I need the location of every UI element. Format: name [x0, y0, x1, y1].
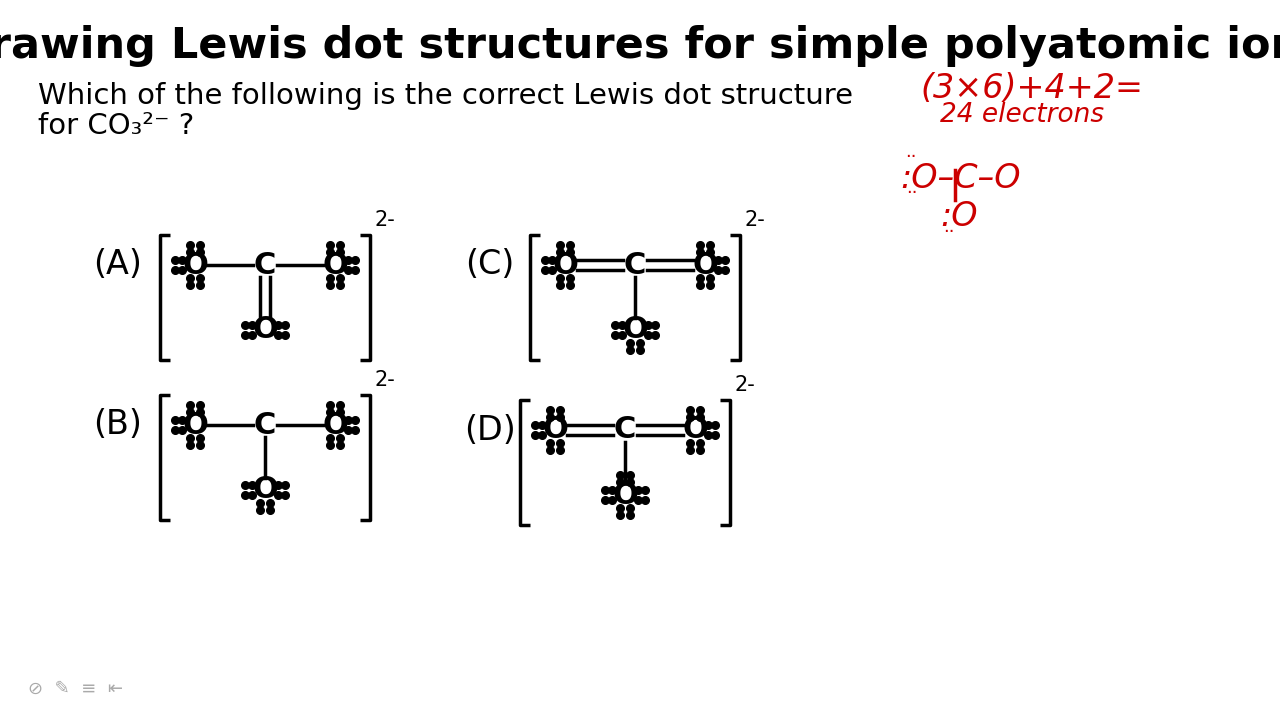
- Text: :O: :O: [940, 200, 978, 233]
- Text: O: O: [252, 475, 278, 505]
- Text: O: O: [541, 415, 568, 444]
- Text: (D): (D): [465, 413, 516, 446]
- Text: :O–C–O: :O–C–O: [900, 162, 1020, 195]
- Text: ⊘  ✎  ≡  ⇤: ⊘ ✎ ≡ ⇤: [28, 680, 123, 698]
- Text: 2-: 2-: [733, 375, 755, 395]
- Text: O: O: [622, 315, 648, 344]
- Text: 24 electrons: 24 electrons: [940, 102, 1105, 128]
- Text: O: O: [182, 251, 207, 279]
- Text: C: C: [253, 251, 276, 279]
- Text: O: O: [692, 251, 718, 279]
- Text: O: O: [552, 251, 579, 279]
- Text: (B): (B): [93, 408, 142, 441]
- Text: for CO₃²⁻ ?: for CO₃²⁻ ?: [38, 112, 195, 140]
- Text: 2-: 2-: [744, 210, 764, 230]
- Text: O: O: [252, 315, 278, 344]
- Text: 2-: 2-: [374, 370, 394, 390]
- Text: ··: ··: [905, 148, 916, 166]
- Text: 2-: 2-: [374, 210, 394, 230]
- Text: Drawing Lewis dot structures for simple polyatomic ions: Drawing Lewis dot structures for simple …: [0, 25, 1280, 67]
- Text: Which of the following is the correct Lewis dot structure: Which of the following is the correct Le…: [38, 82, 852, 110]
- Text: (C): (C): [466, 248, 515, 282]
- Text: O: O: [682, 415, 708, 444]
- Text: ··: ··: [943, 223, 955, 241]
- Text: O: O: [182, 410, 207, 439]
- Text: O: O: [323, 410, 348, 439]
- Text: C: C: [623, 251, 646, 279]
- Text: C: C: [253, 410, 276, 439]
- Text: ··: ··: [906, 184, 918, 202]
- Text: (A): (A): [93, 248, 142, 282]
- Text: C: C: [614, 415, 636, 444]
- Text: (3×6)+4+2=: (3×6)+4+2=: [920, 72, 1143, 105]
- Text: O: O: [323, 251, 348, 279]
- Text: O: O: [612, 480, 637, 510]
